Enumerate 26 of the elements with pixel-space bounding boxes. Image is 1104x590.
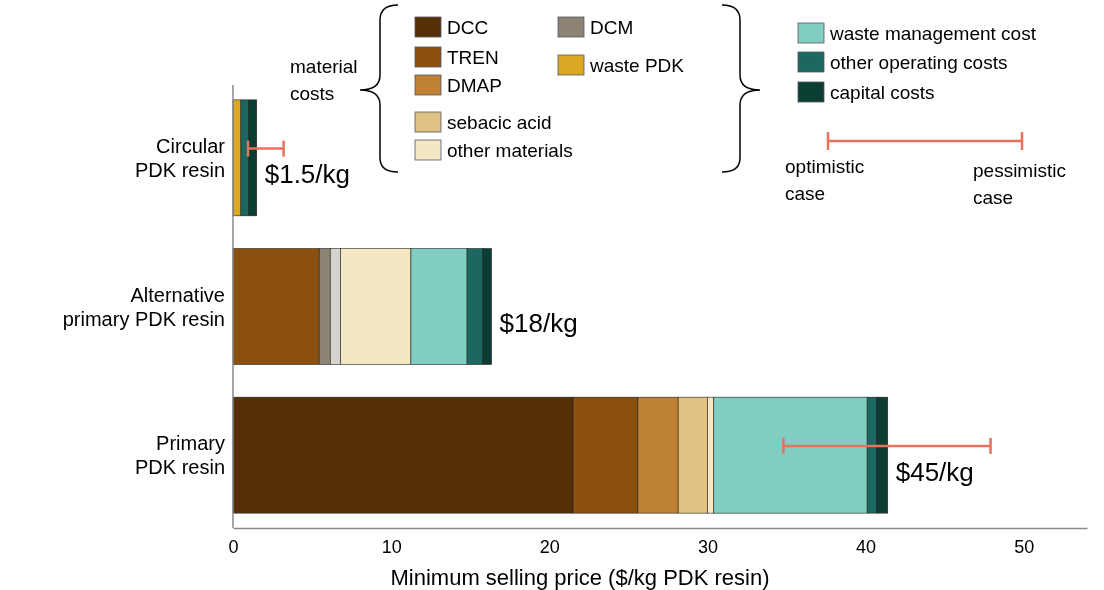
legend-label: DCM [590,17,634,38]
legend-label: DCC [447,17,489,38]
x-tick-label: 30 [697,536,718,557]
annotation: pessimistic case [973,160,1066,208]
total-label: $45/kg [895,456,974,487]
y-tick-label: Alternative primary PDK resin [62,283,225,330]
legend-label: TREN [447,47,499,68]
legend-label: waste management cost [829,23,1037,44]
x-axis-title: Minimum selling price ($/kg PDK resin) [390,565,770,590]
y-tick-label: Primary PDK resin [134,432,225,479]
total-label: $18/kg [499,308,578,339]
y-tick-label: Circular PDK resin [134,134,226,181]
legend-label: waste PDK [589,55,685,76]
total-label: $1.5/kg [264,159,351,190]
x-tick-label: 50 [1014,536,1035,557]
legend-label: other materials [447,140,573,161]
x-tick-label: 20 [539,536,560,557]
x-tick-label: 40 [856,536,877,557]
x-tick-label: 0 [228,536,239,557]
legend-label: sebacic acid [447,112,552,133]
annotation: optimistic case [785,156,865,204]
x-tick-label: 10 [381,536,402,557]
legend-label: DMAP [447,75,502,96]
annotation: material costs [290,56,358,104]
legend-label: other operating costs [830,52,1008,73]
legend-label: capital costs [830,82,935,103]
